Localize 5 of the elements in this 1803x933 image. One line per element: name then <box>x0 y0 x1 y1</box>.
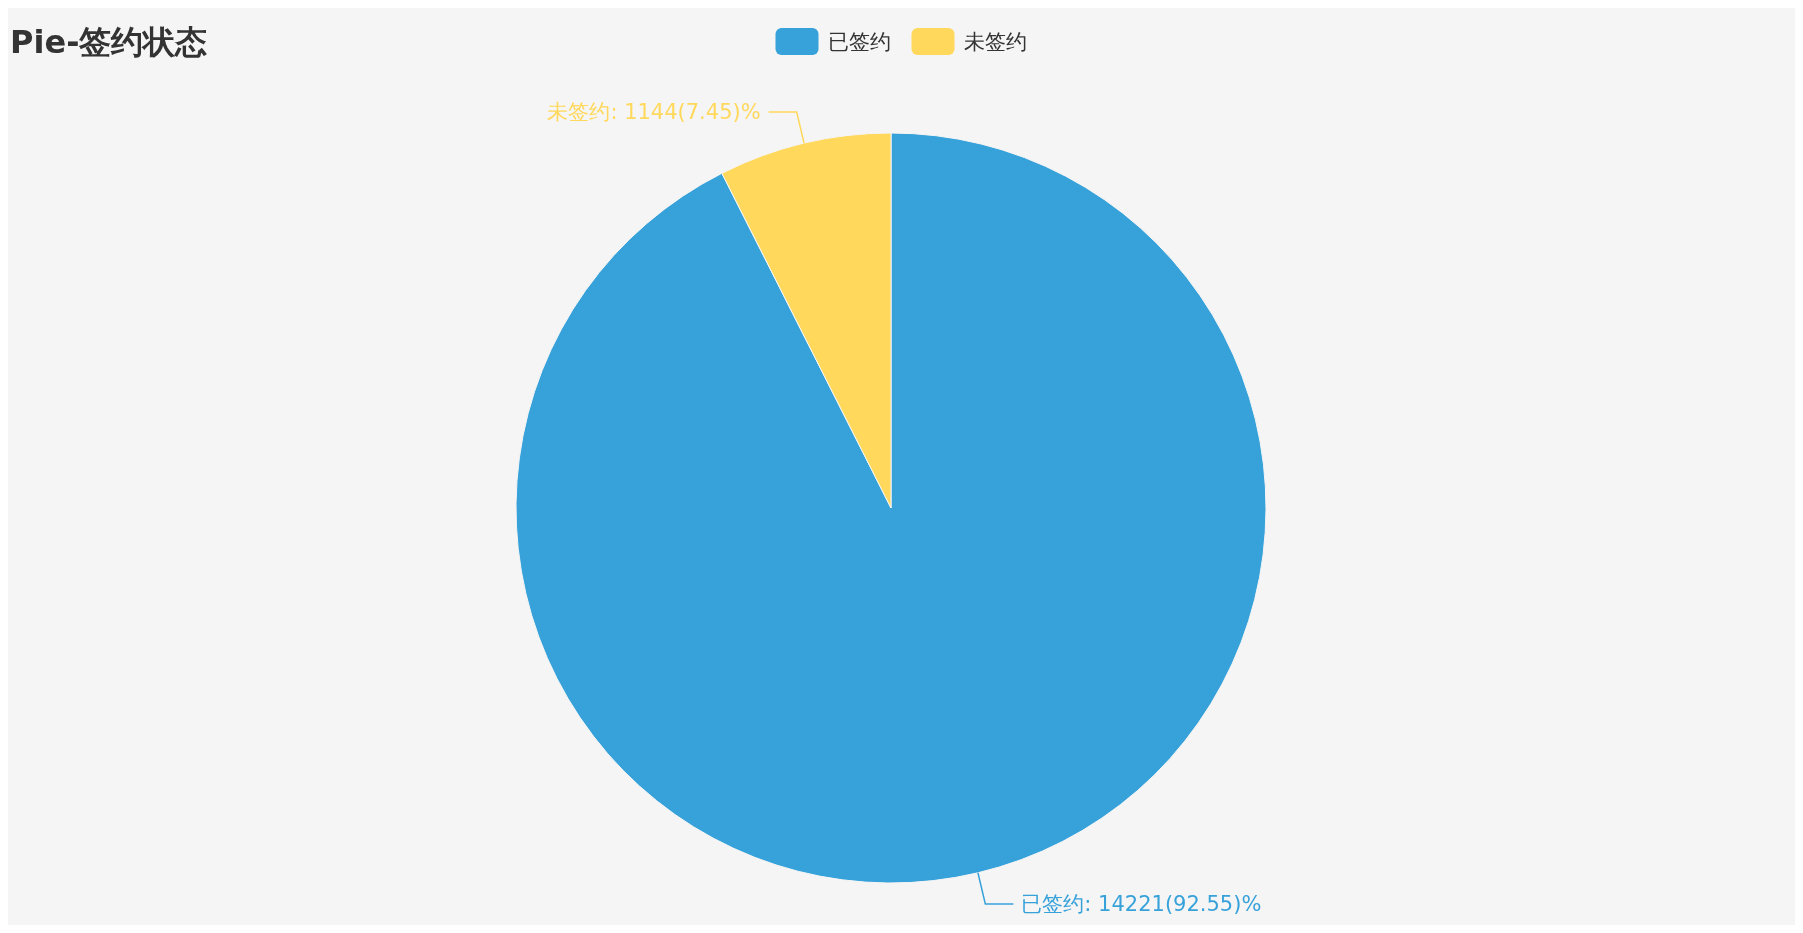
legend-label: 未签约 <box>963 30 1027 55</box>
data-label: 已签约: 14221(92.55)% <box>1021 892 1262 917</box>
legend-label: 已签约 <box>827 30 891 55</box>
data-label: 未签约: 1144(7.45)% <box>547 100 761 125</box>
text: Pie-签约状态 <box>10 23 208 62</box>
